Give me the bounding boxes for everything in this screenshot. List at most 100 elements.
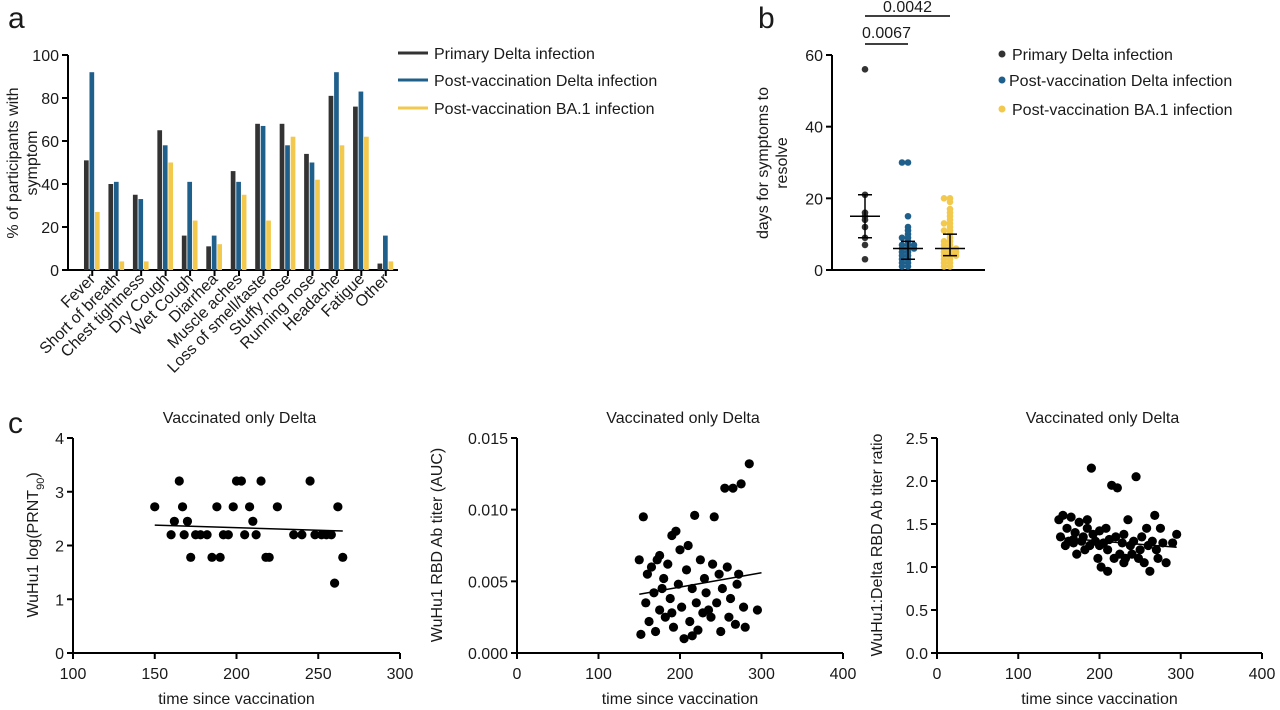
c1-point: [297, 530, 307, 540]
c1-y-tick-label: 1: [55, 592, 64, 609]
a-bar: [388, 261, 394, 270]
b-y-tick-label: 0: [814, 263, 823, 280]
c3-point: [1093, 553, 1103, 564]
c3-x-tick-label: 200: [1086, 666, 1113, 683]
c3-point: [1168, 538, 1178, 548]
c3-point: [1094, 540, 1105, 551]
c2-point: [665, 593, 675, 604]
c1-point: [248, 516, 258, 526]
c2-point: [732, 579, 742, 589]
c1-point: [177, 502, 188, 512]
c2-point: [679, 634, 689, 644]
b-y-tick-label: 40: [805, 120, 823, 137]
panel-letter-c: c: [8, 407, 23, 440]
c1-point: [330, 578, 340, 588]
c2-point: [685, 616, 695, 627]
c1-point: [169, 516, 179, 526]
c1-point: [182, 516, 193, 526]
c2-point: [667, 608, 677, 618]
c2-x-tick-label: 200: [667, 666, 694, 683]
c1-x-tick-label: 250: [305, 666, 332, 683]
c1-y-tick-label: 0: [55, 646, 64, 663]
a-bar: [266, 220, 271, 270]
a-bar: [309, 162, 315, 270]
c3-x-axis-label: time since vaccination: [1021, 691, 1178, 708]
panel-letter-b: b: [758, 2, 775, 35]
legend-a-post-vax-delta: Post-vaccination Delta infection: [434, 73, 657, 90]
c2-x-tick-label: 400: [830, 666, 857, 683]
a-bar: [334, 72, 339, 270]
a-bar: [353, 106, 358, 270]
c1-point: [179, 530, 189, 540]
c2-point: [712, 598, 722, 608]
c1-point: [264, 552, 274, 562]
c2-point: [716, 626, 726, 637]
c3-point: [1112, 483, 1122, 493]
c1-x-tick-label: 300: [387, 666, 414, 683]
a-bar: [143, 261, 149, 270]
c2-point: [687, 631, 697, 641]
c3-point: [1062, 523, 1072, 533]
c3-title: Vaccinated only Delta: [1026, 410, 1180, 427]
a-bar: [339, 145, 345, 270]
c2-point: [638, 512, 648, 522]
c3-point: [1082, 523, 1092, 533]
c3-point: [1123, 515, 1133, 525]
c2-point: [724, 612, 734, 622]
c2-point: [668, 622, 679, 632]
c2-point: [752, 605, 763, 615]
c3-point: [1066, 512, 1076, 522]
c2-point: [693, 625, 703, 635]
c2-point: [660, 612, 670, 622]
c3-point: [1101, 523, 1111, 533]
a-y-tick-label: 20: [41, 220, 59, 237]
c2-y-tick-label: 0.010: [468, 503, 508, 520]
c2-y-tick-label: 0.000: [468, 646, 508, 663]
panel-c1-scatter: 0 1 2 3 4 100 150 200 250 300 time since vaccinati…: [25, 410, 413, 708]
c1-point: [166, 530, 176, 540]
c2-point: [690, 510, 700, 520]
c2-point: [720, 483, 730, 493]
c3-point: [1137, 532, 1147, 542]
a-y-tick-label: 40: [41, 177, 59, 194]
legend-b-primary: Primary Delta infection: [1012, 47, 1173, 64]
c2-point: [655, 605, 665, 615]
a-bar: [181, 235, 187, 270]
a-y-tick-label: 60: [41, 134, 59, 151]
c2-point: [659, 573, 669, 584]
c1-point: [326, 530, 336, 540]
c3-point: [1072, 549, 1082, 559]
c3-point: [1145, 566, 1155, 576]
c2-point: [667, 530, 677, 541]
c2-point: [736, 479, 746, 489]
c2-point: [730, 619, 741, 629]
a-bar: [304, 153, 309, 270]
b-point: [904, 263, 912, 270]
b-point: [898, 263, 906, 270]
a-bar: [377, 263, 383, 270]
c3-point: [1103, 566, 1113, 576]
c1-point: [240, 530, 250, 540]
c1-y-axis-label-main: WuHu1 log(PRNT: [25, 490, 42, 618]
a-bar: [157, 130, 163, 270]
c3-point: [1058, 510, 1068, 520]
a-bar: [211, 235, 217, 270]
c3-point: [1131, 472, 1141, 482]
legend-b-post-vax-ba1: Post-vaccination BA.1 infection: [1012, 102, 1233, 119]
c2-y-tick-label: 0.015: [468, 431, 508, 448]
c1-point: [272, 502, 282, 512]
a-bar: [236, 181, 241, 270]
c3-point: [1086, 463, 1096, 473]
b-point: [898, 159, 906, 166]
a-bar: [119, 261, 125, 270]
c3-point: [1082, 515, 1092, 525]
c1-point: [251, 530, 261, 540]
c2-point: [644, 616, 654, 627]
c3-y-tick-label: 0.5: [906, 603, 928, 620]
c1-point: [256, 476, 266, 486]
c3-point: [1172, 529, 1182, 539]
c3-trend-line: [1058, 537, 1177, 548]
c3-point: [1150, 510, 1160, 520]
a-bar: [138, 199, 144, 270]
